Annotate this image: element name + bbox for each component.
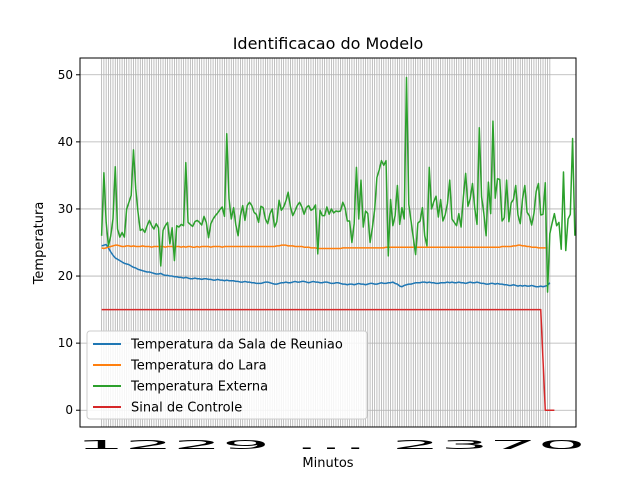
legend-label: Temperatura da Sala de Reuniao	[130, 338, 343, 353]
y-tick-label: 10	[58, 336, 73, 350]
series-line-3	[100, 76, 576, 293]
y-axis-label: Temperatura	[32, 202, 47, 286]
legend-label: Temperatura Externa	[130, 380, 268, 395]
y-tick-label: 40	[58, 135, 73, 149]
legend-box	[86, 330, 368, 420]
plot-frame	[79, 57, 577, 428]
y-axis-ticks: 0 10 20 30 40 50	[58, 68, 80, 417]
legend-label: Sinal de Controle	[131, 401, 242, 416]
x-axis-label: Minutos	[302, 456, 353, 471]
chart-title: Identificacao do Modelo	[233, 34, 424, 53]
series-layer	[100, 76, 576, 411]
y-tick-label: 30	[58, 202, 73, 216]
legend: Temperatura da Sala de Reuniao Temperatur…	[86, 330, 368, 420]
series-line-4	[101, 308, 555, 411]
y-tick-label: 20	[58, 269, 73, 283]
series-line-1	[101, 243, 551, 288]
legend-label: Temperatura do Lara	[130, 359, 267, 374]
x-tick-labels: 1229 ... 2370	[76, 438, 586, 452]
y-tick-label: 0	[65, 403, 73, 417]
y-tick-label: 50	[58, 68, 73, 82]
